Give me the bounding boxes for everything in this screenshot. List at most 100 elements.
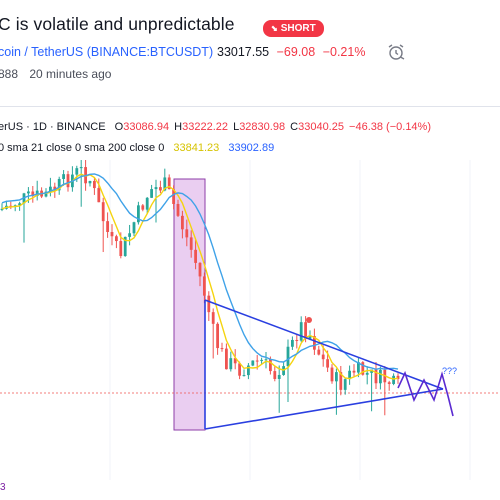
candle-body bbox=[370, 369, 373, 373]
legend-c-label: C bbox=[290, 121, 299, 133]
candle-body bbox=[207, 295, 211, 313]
candle-body bbox=[88, 180, 92, 184]
candle-body bbox=[101, 202, 105, 222]
candle-body bbox=[194, 249, 197, 263]
candle-body bbox=[123, 236, 127, 257]
price-line: 33017.55 −69.08 −0.21% bbox=[217, 45, 365, 59]
candle-body bbox=[321, 354, 325, 360]
legend-change: −46.38 (−0.14%) bbox=[349, 121, 431, 133]
author-id[interactable]: 888 bbox=[0, 67, 19, 81]
candle-body bbox=[79, 167, 83, 169]
candle-body bbox=[330, 367, 334, 382]
symbol-name[interactable]: coin / TetherUS bbox=[0, 45, 84, 59]
legend-open: 33086.94 bbox=[123, 121, 170, 133]
price-change: −69.08 bbox=[276, 45, 316, 59]
candle-body bbox=[273, 371, 277, 379]
alarm-clock-icon[interactable] bbox=[386, 42, 406, 67]
candle-body bbox=[220, 348, 224, 350]
publish-time: 20 minutes ago bbox=[29, 67, 112, 81]
candle-body bbox=[150, 189, 153, 198]
candle-body bbox=[198, 262, 202, 277]
candle-body bbox=[93, 180, 96, 189]
short-badge: ⬊ SHORT bbox=[263, 20, 324, 37]
candle-body bbox=[44, 191, 48, 197]
candle-body bbox=[13, 205, 17, 207]
symbol-line[interactable]: coin / TetherUS (BINANCE:BTCUSDT) bbox=[0, 45, 213, 59]
candle-body bbox=[317, 349, 321, 355]
candle-body bbox=[242, 375, 246, 377]
candle-body bbox=[159, 187, 162, 191]
price-chart[interactable]: ??? bbox=[0, 160, 500, 480]
legend-l-label: L bbox=[233, 121, 240, 133]
header-divider bbox=[0, 106, 500, 107]
candle-body bbox=[106, 221, 109, 233]
candle-body bbox=[255, 360, 259, 362]
triangle-upper-trendline[interactable] bbox=[204, 299, 444, 390]
candle-body bbox=[304, 322, 307, 339]
idea-meta: 888 20 minutes ago bbox=[0, 67, 111, 81]
candle-body bbox=[203, 276, 206, 296]
candle-body bbox=[31, 191, 35, 196]
legend-pair: erUS · 1D · BINANCE bbox=[0, 121, 106, 133]
candle-body bbox=[251, 360, 255, 366]
candle-body bbox=[379, 369, 382, 384]
candle-body bbox=[35, 190, 39, 196]
candle-body bbox=[145, 197, 149, 210]
candle-body bbox=[339, 372, 343, 390]
candle-body bbox=[233, 358, 237, 364]
candle-body bbox=[277, 374, 281, 379]
symbol-exchange[interactable]: (BINANCE:BTCUSDT) bbox=[86, 45, 214, 59]
candle-body bbox=[225, 348, 228, 370]
candle-body bbox=[264, 359, 268, 361]
candle-body bbox=[137, 205, 140, 223]
candle-body bbox=[66, 174, 70, 188]
candle-body bbox=[396, 375, 400, 379]
candle-body bbox=[374, 369, 378, 384]
candle-body bbox=[352, 370, 356, 373]
sma200-value: 33902.89 bbox=[228, 142, 275, 154]
candle-body bbox=[110, 232, 114, 237]
candle-body bbox=[167, 177, 171, 190]
candle-body bbox=[335, 372, 338, 382]
candle-body bbox=[343, 379, 347, 390]
candle-body bbox=[75, 168, 79, 175]
candle-body bbox=[97, 188, 101, 203]
sma-settings: 0 sma 21 close 0 sma 200 close 0 bbox=[0, 142, 165, 154]
candle-body bbox=[185, 229, 189, 238]
candle-body bbox=[53, 186, 57, 191]
candle-body bbox=[119, 241, 123, 257]
candle-body bbox=[299, 322, 303, 341]
candle-body bbox=[326, 359, 329, 368]
candle-body bbox=[295, 339, 299, 341]
legend-o-label: O bbox=[114, 121, 124, 133]
candle-body bbox=[348, 370, 351, 380]
candle-body bbox=[260, 359, 263, 361]
candle-body bbox=[211, 312, 215, 324]
candle-body bbox=[172, 189, 175, 204]
candle-body bbox=[132, 222, 136, 234]
question-annotation: ??? bbox=[442, 366, 457, 376]
ohlc-legend: erUS · 1D · BINANCE O33086.94 H33222.22 … bbox=[0, 121, 433, 133]
candle-body bbox=[115, 236, 118, 242]
candle-body bbox=[308, 336, 312, 339]
short-badge-label: SHORT bbox=[280, 23, 316, 34]
candle-body bbox=[18, 203, 21, 206]
candle-body bbox=[181, 215, 184, 230]
candle-body bbox=[141, 205, 145, 210]
projection-path[interactable] bbox=[397, 370, 454, 417]
sma21-value: 33841.23 bbox=[173, 142, 220, 154]
triangle-lower-trendline[interactable] bbox=[204, 388, 444, 430]
candle-body bbox=[365, 372, 369, 375]
candle-body bbox=[392, 375, 395, 384]
last-price: 33017.55 bbox=[217, 45, 270, 59]
candle-body bbox=[238, 363, 241, 376]
chart-grid bbox=[109, 160, 471, 480]
candle-body bbox=[27, 191, 30, 194]
legend-high: 33222.22 bbox=[182, 121, 228, 133]
signal-dot bbox=[306, 317, 312, 323]
candle-body bbox=[49, 186, 52, 192]
candle-body bbox=[387, 382, 391, 384]
candle-body bbox=[62, 174, 65, 179]
candle-body bbox=[247, 365, 250, 376]
highlight-box bbox=[173, 178, 206, 431]
